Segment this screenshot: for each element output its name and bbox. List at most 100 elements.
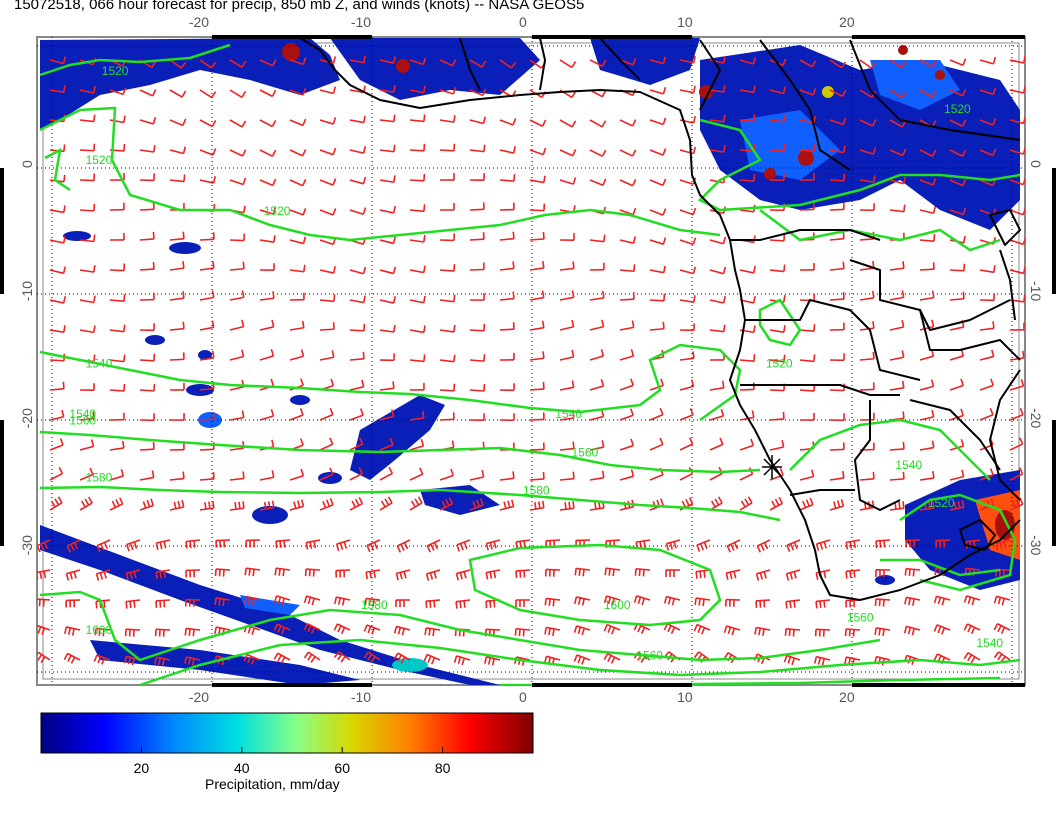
wind-barb <box>229 233 246 242</box>
wind-barb <box>169 471 185 481</box>
wind-barb <box>199 411 215 421</box>
wind-barb <box>169 499 185 511</box>
wind-barb <box>79 411 95 421</box>
wind-barb <box>799 88 817 96</box>
wind-barb <box>829 202 845 211</box>
wind-barb <box>169 352 185 361</box>
wind-barb <box>889 441 905 451</box>
wind-barb <box>349 115 366 124</box>
wind-barb <box>799 497 814 511</box>
wind-barb <box>799 324 816 332</box>
wind-barb <box>409 204 426 213</box>
wind-barb <box>199 500 215 511</box>
wind-barb <box>289 178 307 187</box>
wind-barb <box>529 351 545 361</box>
wind-barb <box>649 86 667 95</box>
wind-barb <box>319 178 337 186</box>
wind-barb <box>289 264 306 273</box>
wind-barb <box>379 466 394 481</box>
wind-barb <box>573 625 591 636</box>
wind-barb <box>904 596 921 606</box>
wind-barb <box>139 498 155 511</box>
wind-barb <box>319 467 334 481</box>
wind-barb <box>349 323 366 332</box>
wind-barb <box>1009 266 1025 275</box>
wind-barb <box>379 409 395 421</box>
wind-barb <box>49 325 66 334</box>
wind-barb <box>903 625 921 636</box>
wind-barb <box>259 235 276 243</box>
border-zambia <box>919 309 1021 361</box>
colorbar-label: Precipitation, mm/day <box>205 776 340 792</box>
wind-barb <box>649 321 665 331</box>
wind-barb <box>1009 350 1025 361</box>
wind-barb <box>199 290 215 301</box>
wind-barb <box>619 178 637 187</box>
wind-barb <box>469 173 485 181</box>
wind-barb <box>439 202 455 211</box>
precip-cell <box>145 335 165 345</box>
location-marker <box>762 455 782 479</box>
wind-barb <box>273 623 291 635</box>
wind-barb <box>289 499 305 511</box>
wind-barb <box>723 625 741 636</box>
wind-barb <box>393 625 411 636</box>
wind-barb <box>124 628 141 637</box>
wind-barb <box>409 410 425 421</box>
wind-barb <box>755 599 771 608</box>
lon-tick-label-bottom: 20 <box>839 689 855 705</box>
wind-barb <box>49 205 66 214</box>
wind-barb <box>813 655 831 666</box>
wind-barb <box>979 118 997 126</box>
wind-barb <box>619 378 634 391</box>
wind-barb <box>379 175 396 184</box>
wind-barb <box>979 349 995 361</box>
wind-barb <box>499 413 515 422</box>
wind-barb <box>769 233 786 242</box>
wind-barb <box>109 232 125 241</box>
contour-africa-north <box>697 118 1021 212</box>
wind-barb <box>259 409 275 421</box>
precip-frontal-band-2 <box>90 640 360 685</box>
contour-label: 1520 <box>264 204 291 218</box>
wind-barb <box>259 470 275 481</box>
wind-barb <box>319 498 334 511</box>
wind-barb <box>679 437 694 451</box>
lon-tick-label-top: -10 <box>351 14 371 30</box>
wind-barb <box>949 291 965 301</box>
colorbar-tick-label: 80 <box>435 760 451 776</box>
wind-barb <box>215 539 231 548</box>
contour-label: 1560 <box>636 649 663 663</box>
wind-barb <box>426 539 441 553</box>
wind-barb <box>274 567 291 577</box>
contour-label: 1600 <box>86 623 113 637</box>
wind-barb <box>379 437 394 451</box>
wind-barb <box>726 539 741 553</box>
wind-barb <box>993 623 1011 634</box>
wind-barb <box>979 321 995 331</box>
wind-barb <box>379 324 396 333</box>
wind-barb <box>199 119 217 128</box>
wind-barb <box>229 410 245 421</box>
wind-barb <box>37 569 51 580</box>
wind-barb <box>289 149 307 157</box>
wind-barb <box>439 412 455 421</box>
wind-barb <box>289 208 307 216</box>
wind-barb <box>649 117 667 126</box>
precip-frontal-band-core <box>240 595 300 615</box>
wind-barb <box>979 378 994 391</box>
wind-barb <box>693 623 711 635</box>
wind-barb <box>756 539 771 553</box>
precip-cell <box>875 575 895 585</box>
wind-barb <box>499 383 515 392</box>
wind-barb <box>515 599 531 607</box>
wind-barb <box>739 410 755 421</box>
wind-barb <box>379 236 397 245</box>
wind-barb <box>529 320 545 331</box>
wind-barb <box>439 115 456 123</box>
wind-barb <box>1009 322 1025 331</box>
wind-barb <box>589 59 607 67</box>
wind-barb <box>679 237 697 246</box>
wind-barb <box>589 178 607 187</box>
contour-label: 1580 <box>361 598 388 612</box>
